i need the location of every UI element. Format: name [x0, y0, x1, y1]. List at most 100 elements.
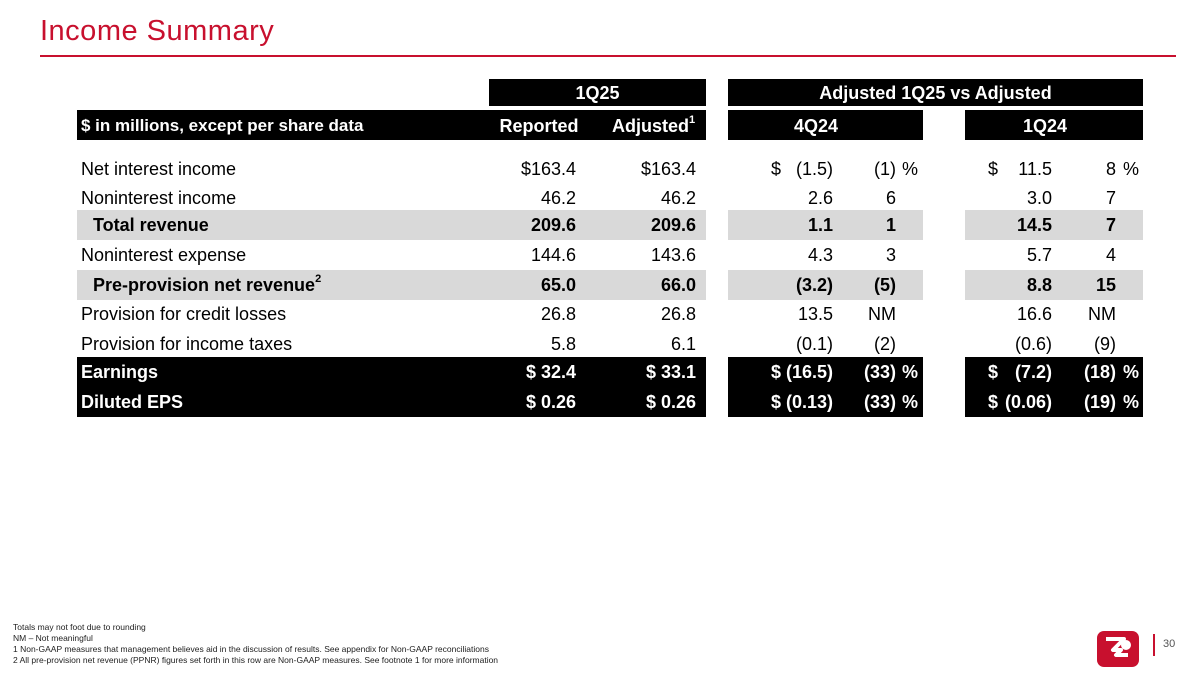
- cell-adjusted: $163.4: [640, 159, 696, 179]
- row-label: Provision for income taxes: [81, 333, 292, 355]
- cell-1q24-amount: 5.7: [1026, 245, 1052, 265]
- header-4q24: 4Q24: [793, 116, 839, 136]
- row-label: Diluted EPS: [81, 391, 183, 413]
- header-units-label: $ in millions, except per share data: [81, 116, 364, 135]
- header-bar-left: [77, 110, 706, 140]
- cell-adjusted: 66.0: [660, 275, 696, 295]
- cell-adjusted: 209.6: [650, 215, 696, 235]
- cell-4q24-pct: 3: [885, 245, 896, 265]
- cell-1q24-pct-sign: %: [1123, 392, 1140, 412]
- cell-1q24-amount: (0.6): [1014, 334, 1052, 354]
- cell-4q24-pct: (33): [863, 392, 896, 412]
- cell-reported: 26.8: [540, 304, 576, 324]
- row-band-1q24: [965, 210, 1143, 240]
- cell-adjusted: 143.6: [650, 245, 696, 265]
- cell-1q24-amount: 8.8: [1026, 275, 1052, 295]
- cell-4q24-pct: (5): [874, 275, 896, 295]
- cell-4q24-pct: 6: [885, 188, 896, 208]
- title-underline: [40, 55, 1176, 57]
- cell-1q24-pct: (9): [1094, 334, 1116, 354]
- cell-adjusted: 26.8: [660, 304, 696, 324]
- cell-4q24-pct: NM: [868, 304, 896, 324]
- page-number-divider: [1153, 634, 1155, 656]
- row-band-1q24: [965, 270, 1143, 300]
- cell-4q24-pct: 1: [885, 215, 896, 235]
- cell-adjusted: $ 0.26: [645, 392, 696, 412]
- cell-4q24-amount: (0.1): [795, 334, 833, 354]
- cell-1q24-pct: 4: [1105, 245, 1116, 265]
- cell-1q24-pct: 7: [1105, 188, 1116, 208]
- cell-1q24-dollar: $: [988, 362, 999, 382]
- row-label-text: Total revenue: [93, 215, 209, 235]
- cell-4q24-pct-sign: %: [902, 362, 919, 382]
- row-band-1q24: [965, 387, 1143, 417]
- cell-1q24-pct: NM: [1088, 304, 1116, 324]
- row-band-1q24: [965, 357, 1143, 387]
- cell-adjusted: 46.2: [660, 188, 696, 208]
- row-label-text: Provision for income taxes: [81, 334, 293, 354]
- header-bar-adjusted: [728, 79, 1143, 106]
- row-label-footnote: 2: [315, 273, 322, 285]
- cell-adjusted: $ 33.1: [645, 362, 696, 382]
- row-label-text: Noninterest expense: [81, 245, 247, 265]
- cell-1q24-pct-sign: %: [1123, 159, 1140, 179]
- page-title: Income Summary: [40, 15, 275, 47]
- cell-4q24-amount: (3.2): [795, 275, 833, 295]
- row-band-4q24: [728, 357, 923, 387]
- row-label: Total revenue: [93, 214, 209, 236]
- cell-reported: 46.2: [540, 188, 576, 208]
- cell-4q24-pct-sign: %: [902, 392, 919, 412]
- cell-reported: $ 32.4: [525, 362, 576, 382]
- cell-1q24-pct: 15: [1095, 275, 1116, 295]
- cell-4q24-amount: (0.13): [785, 392, 833, 412]
- row-label: Noninterest expense: [81, 244, 246, 266]
- page-number: 30: [1163, 638, 1176, 650]
- cell-1q24-dollar: $: [988, 159, 999, 179]
- cell-4q24-pct: (2): [874, 334, 896, 354]
- cell-1q24-pct: 8: [1105, 159, 1116, 179]
- cell-4q24-amount: 13.5: [797, 304, 833, 324]
- cell-reported: 5.8: [550, 334, 576, 354]
- row-band-4q24: [728, 210, 923, 240]
- row-label: Earnings: [81, 361, 158, 383]
- cell-1q24-amount: (7.2): [1014, 362, 1052, 382]
- cell-1q24-dollar: $: [988, 392, 999, 412]
- header-reported: Reported: [499, 116, 579, 136]
- row-label-text: Diluted EPS: [81, 392, 184, 412]
- row-label-text: Net interest income: [81, 159, 237, 179]
- cell-1q24-amount: 3.0: [1026, 188, 1052, 208]
- cell-4q24-amount: (16.5): [785, 362, 833, 382]
- cell-reported: $163.4: [520, 159, 576, 179]
- header-1q25: 1Q25: [575, 83, 620, 103]
- row-label: Pre-provision net revenue2: [93, 274, 321, 296]
- footnote-nm: NM – Not meaningful: [13, 633, 93, 643]
- row-label-text: Provision for credit losses: [81, 304, 287, 324]
- cell-1q24-pct-sign: %: [1123, 362, 1140, 382]
- footnote-2: 2 All pre-provision net revenue (PPNR) f…: [13, 655, 499, 665]
- cell-1q24-pct: 7: [1105, 215, 1116, 235]
- header-1q24: 1Q24: [1022, 116, 1068, 136]
- header-bar-1q24: [965, 110, 1143, 140]
- cell-4q24-pct: (1): [874, 159, 896, 179]
- cell-4q24-pct-sign: %: [902, 159, 919, 179]
- cell-4q24-dollar: $: [771, 362, 782, 382]
- cell-1q24-amount: (0.06): [1004, 392, 1052, 412]
- footnote-1: 1 Non-GAAP measures that management beli…: [13, 644, 489, 654]
- row-band-left: [77, 210, 706, 240]
- header-bar-4q24: [728, 110, 923, 140]
- header-adjusted-vs: Adjusted 1Q25 vs Adjusted: [819, 83, 1052, 103]
- row-label: Noninterest income: [81, 187, 236, 209]
- cell-1q24-amount: 16.6: [1016, 304, 1052, 324]
- header-adjusted: Adjusted1: [612, 114, 696, 137]
- row-label-text: Noninterest income: [81, 188, 237, 208]
- row-band-4q24: [728, 270, 923, 300]
- cell-reported: $ 0.26: [525, 392, 576, 412]
- footnote-rounding: Totals may not foot due to rounding: [13, 622, 146, 632]
- cell-1q24-pct: (18): [1083, 362, 1116, 382]
- cell-4q24-dollar: $: [771, 392, 782, 412]
- row-band-left: [77, 357, 706, 387]
- cell-1q24-pct: (19): [1083, 392, 1116, 412]
- cell-1q24-amount: 14.5: [1016, 215, 1052, 235]
- row-band-left: [77, 387, 706, 417]
- cell-reported: 209.6: [530, 215, 576, 235]
